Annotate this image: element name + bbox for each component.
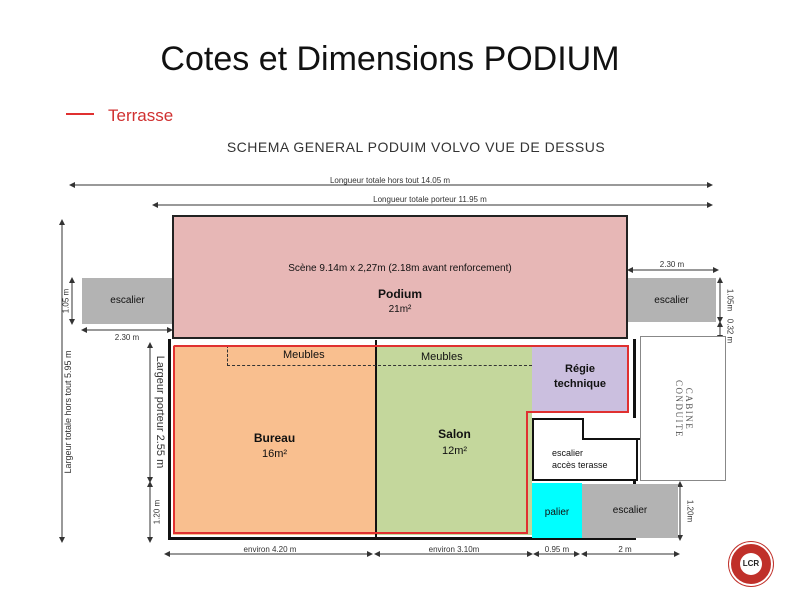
salon-label: Salon	[438, 427, 471, 441]
left-stair-width-label: 2.30 m	[114, 333, 140, 342]
page-title: Cotes et Dimensions PODIUM	[160, 40, 620, 78]
salon-area: 12m²	[441, 445, 468, 457]
furniture-zone: Meubles Meubles	[227, 345, 532, 366]
total-length-label: Longueur totale hors tout 14.05 m	[329, 176, 451, 185]
terrace-stair-label-1: escalier	[552, 448, 584, 458]
left-stair-label: escalier	[110, 295, 145, 306]
carrier-length-label: Longueur totale porteur 11.95 m	[373, 195, 487, 204]
stair-width-label: 2 m	[618, 545, 632, 554]
bottom-stair: escalier	[582, 484, 678, 538]
regie-label-2: technique	[554, 378, 606, 390]
bottom-stair-label: escalier	[612, 505, 648, 516]
salon-width-label: environ 3.10m	[428, 545, 480, 554]
bureau-label: Bureau	[253, 431, 296, 445]
company-logo: LCR	[729, 542, 773, 586]
scene-dimensions: Scène 9.14m x 2,27m (2.18m avant renforc…	[288, 263, 512, 274]
right-stair-width-label: 2.30 m	[659, 260, 685, 269]
palier-width-label: 0.95 m	[544, 545, 570, 554]
podium-stage: Scène 9.14m x 2,27m (2.18m avant renforc…	[172, 215, 628, 339]
terrace-legend-label: Terrasse	[108, 106, 174, 125]
palier-label: palier	[544, 507, 570, 518]
furniture-label-salon: Meubles	[421, 351, 463, 363]
regie-label-1: Régie	[565, 363, 595, 375]
cabin-label: CABINE CONDUITE	[674, 380, 694, 438]
regie-technique-room: Régie technique	[532, 346, 628, 412]
terrace-stair: escalier accès terasse	[532, 418, 640, 481]
left-bottom-label: 1.20 m	[152, 499, 162, 525]
salon-room: Salon 12m²	[377, 345, 532, 535]
palier: palier	[532, 483, 582, 538]
left-stair-height-label: 1.05 m	[61, 288, 71, 314]
right-stair-label: escalier	[654, 295, 689, 306]
furniture-label-bureau: Meubles	[283, 349, 325, 361]
left-stair: escalier	[82, 278, 173, 324]
podium-area: 21m²	[388, 304, 412, 315]
bureau-area: 16m²	[261, 448, 288, 460]
bottom-stair-height-label: 1.20m	[685, 499, 695, 523]
driver-cabin: CABINE CONDUITE	[640, 336, 726, 481]
logo-text: LCR	[740, 553, 762, 575]
right-gap-label: 0.32 m	[725, 318, 735, 344]
carrier-width-label: Largeur porteur 2.55 m	[154, 355, 166, 469]
right-stair: escalier	[627, 278, 716, 322]
bureau-width-label: environ 4.20 m	[243, 545, 297, 554]
bureau-room: Bureau 16m²	[173, 345, 376, 535]
podium-label: Podium	[378, 287, 422, 301]
diagram-subtitle: SCHEMA GENERAL PODUIM VOLVO VUE DE DESSU…	[226, 139, 606, 155]
total-width-label: Largeur totale hors tout 5.95 m	[63, 350, 73, 474]
terrace-stair-label-2: accès terasse	[552, 460, 608, 470]
terrace-legend-swatch	[66, 113, 94, 115]
right-stair-height-label: 1.05m	[725, 288, 735, 312]
